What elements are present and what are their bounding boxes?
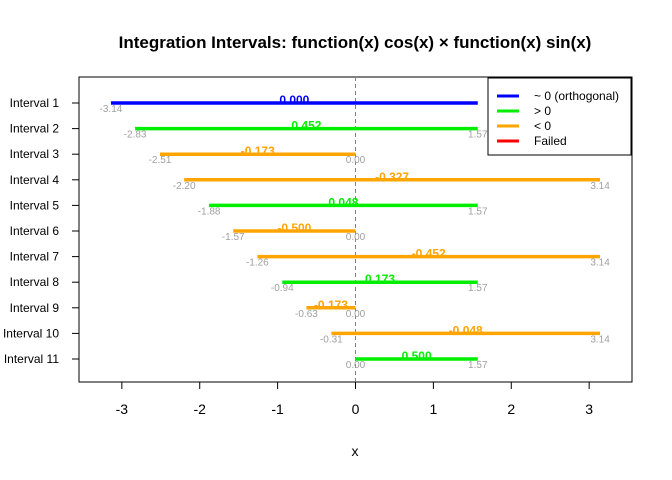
- legend-entry-label: < 0: [534, 119, 551, 133]
- interval-value-label: -0.327: [375, 170, 409, 184]
- interval-value-label: -0.500: [277, 221, 311, 235]
- legend-entry-label: Failed: [534, 134, 567, 148]
- interval-start-label: 0.00: [346, 360, 366, 371]
- x-axis-label: x: [352, 443, 359, 459]
- interval-end-label: 0.00: [346, 232, 366, 243]
- interval-start-label: -1.26: [246, 258, 269, 269]
- plot-area: -3 -2 -1 0 1 2 3 Interval 1 Interval 2 Interval 3…: [3, 76, 633, 417]
- y-tick-label: Interval 11: [4, 352, 59, 366]
- interval-start-label: -2.83: [124, 130, 147, 141]
- interval-value-label: -0.452: [412, 247, 446, 261]
- interval-value-label: -0.173: [241, 144, 275, 158]
- x-tick-label: 0: [352, 401, 360, 417]
- chart-title: Integration Intervals: function(x) cos(x…: [119, 33, 592, 52]
- interval-value-label: -0.048: [449, 323, 483, 337]
- y-tick-label: Interval 8: [10, 275, 60, 289]
- interval-end-label: 1.57: [468, 130, 488, 141]
- interval-start-label: -1.57: [222, 232, 245, 243]
- x-tick-label: -1: [271, 401, 284, 417]
- interval-value-label: 0.500: [402, 349, 432, 363]
- interval-start-label: -0.31: [320, 334, 343, 345]
- interval-end-label: 0.00: [346, 309, 366, 320]
- interval-end-label: 3.14: [590, 258, 610, 269]
- x-tick-label: 1: [429, 401, 437, 417]
- y-tick-label: Interval 9: [10, 301, 60, 315]
- y-tick-label: Interval 2: [10, 122, 60, 136]
- interval-value-label: -0.173: [314, 298, 348, 312]
- interval-value-label: 0.452: [291, 119, 321, 133]
- interval-start-label: -0.94: [271, 283, 294, 294]
- interval-value-label: 0.048: [328, 195, 358, 209]
- interval-end-label: 3.14: [590, 181, 610, 192]
- y-tick-label: Interval 6: [10, 224, 60, 238]
- interval-end-label: 0.00: [346, 155, 366, 166]
- legend-entry-label: > 0: [534, 104, 551, 118]
- interval-value-label: 0.173: [365, 272, 395, 286]
- interval-value-label: 0.000: [279, 93, 309, 107]
- y-tick-label: Interval 4: [10, 173, 60, 187]
- y-tick-label: Interval 10: [3, 326, 59, 340]
- x-tick-label: -3: [116, 401, 129, 417]
- interval-start-label: -2.51: [149, 155, 172, 166]
- interval-end-label: 1.57: [468, 360, 488, 371]
- interval-start-label: -2.20: [173, 181, 196, 192]
- legend-entry-label: ~ 0 (orthogonal): [534, 89, 619, 103]
- interval-end-label: 1.57: [468, 206, 488, 217]
- interval-end-label: 3.14: [590, 334, 610, 345]
- x-tick-label: 3: [585, 401, 593, 417]
- y-tick-label: Interval 5: [10, 198, 60, 212]
- interval-end-label: 1.57: [468, 283, 488, 294]
- y-tick-label: Interval 3: [10, 147, 60, 161]
- interval-start-label: -1.88: [198, 206, 221, 217]
- legend-box: [487, 77, 632, 156]
- x-tick-label: 2: [507, 401, 515, 417]
- x-tick-label: -2: [193, 401, 206, 417]
- y-tick-label: Interval 1: [10, 96, 60, 110]
- y-tick-label: Interval 7: [10, 250, 60, 264]
- interval-start-label: -0.63: [295, 309, 318, 320]
- interval-start-label: -3.14: [100, 104, 123, 115]
